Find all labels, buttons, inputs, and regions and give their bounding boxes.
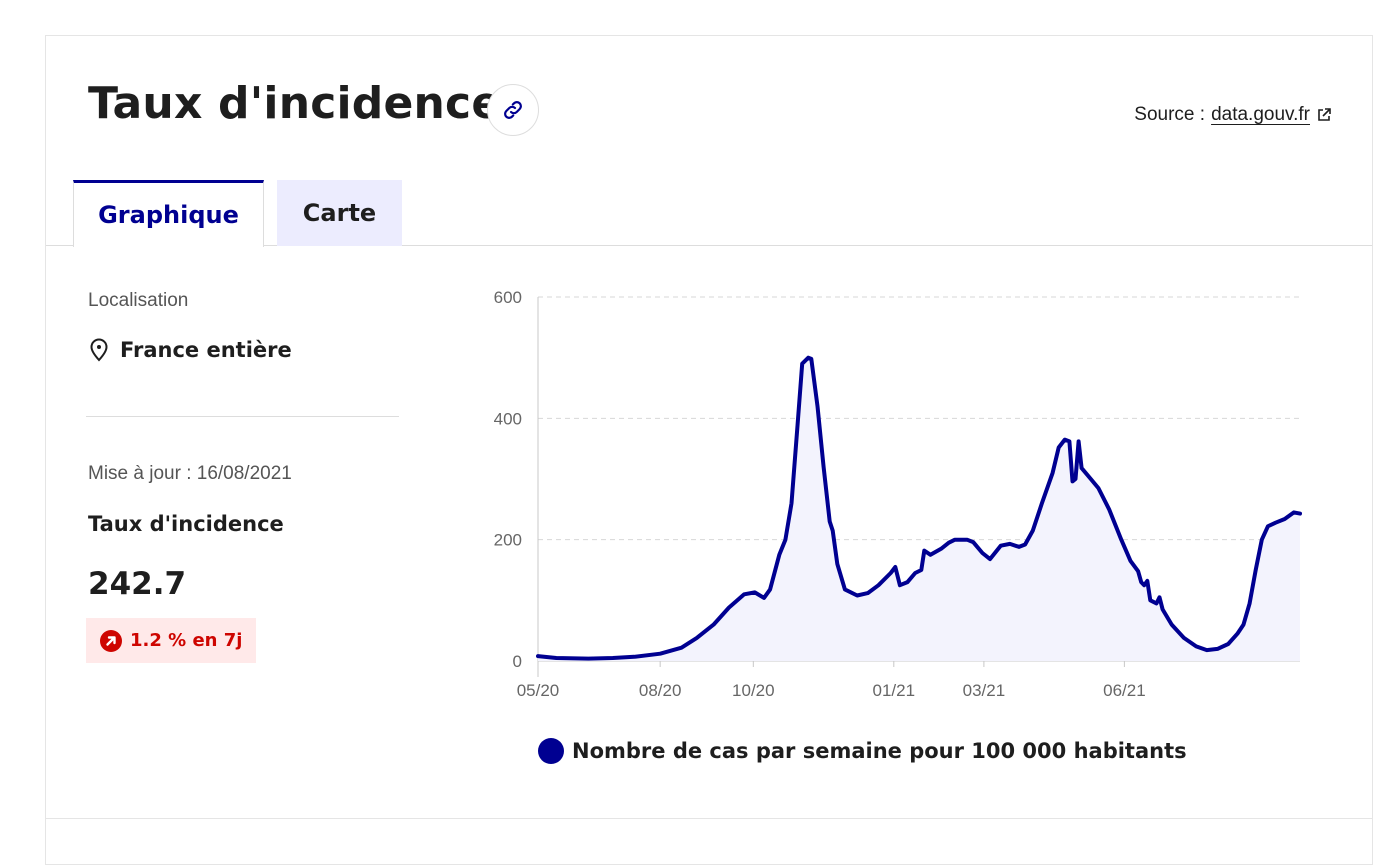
trend-text: 1.2 % en 7j bbox=[130, 630, 242, 651]
arrow-up-right-icon bbox=[100, 630, 122, 652]
page-title: Taux d'incidence bbox=[88, 78, 501, 129]
sidebar-divider bbox=[86, 416, 399, 417]
tab-graphique[interactable]: Graphique bbox=[73, 180, 264, 247]
y-tick-label: 400 bbox=[494, 409, 522, 428]
legend-swatch bbox=[538, 738, 564, 764]
location-name: France entière bbox=[120, 338, 292, 362]
external-link-icon bbox=[1316, 107, 1332, 123]
indicator-value: 242.7 bbox=[88, 566, 186, 602]
y-tick-label: 200 bbox=[494, 531, 522, 550]
indicator-name: Taux d'incidence bbox=[88, 512, 284, 536]
x-tick-label: 03/21 bbox=[963, 681, 1006, 700]
tab-carte[interactable]: Carte bbox=[277, 180, 402, 246]
link-icon bbox=[501, 98, 525, 122]
source: Source : data.gouv.fr bbox=[1134, 104, 1332, 126]
incidence-chart: 0 200 400 600 05/20 08/20 10/20 01/21 03/21 06/21 bbox=[470, 280, 1320, 710]
card-bottom-divider bbox=[46, 818, 1372, 819]
series-area bbox=[538, 358, 1300, 661]
source-link[interactable]: data.gouv.fr bbox=[1211, 104, 1310, 126]
x-tick-label: 05/20 bbox=[517, 681, 560, 700]
update-date: Mise à jour : 16/08/2021 bbox=[88, 463, 292, 485]
location-label: Localisation bbox=[88, 290, 188, 312]
x-tick-label: 01/21 bbox=[873, 681, 916, 700]
legend-label: Nombre de cas par semaine pour 100 000 h… bbox=[572, 739, 1187, 763]
x-tick-label: 10/20 bbox=[732, 681, 775, 700]
trend-badge: 1.2 % en 7j bbox=[86, 618, 256, 663]
y-tick-label: 0 bbox=[513, 652, 522, 671]
x-tick-label: 08/20 bbox=[639, 681, 682, 700]
map-pin-icon bbox=[88, 338, 110, 362]
chart-legend: Nombre de cas par semaine pour 100 000 h… bbox=[538, 738, 1187, 764]
copy-link-button[interactable] bbox=[487, 84, 539, 136]
location-value[interactable]: France entière bbox=[88, 338, 292, 362]
source-label: Source : bbox=[1134, 104, 1205, 126]
y-tick-label: 600 bbox=[494, 288, 522, 307]
x-tick-label: 06/21 bbox=[1103, 681, 1146, 700]
